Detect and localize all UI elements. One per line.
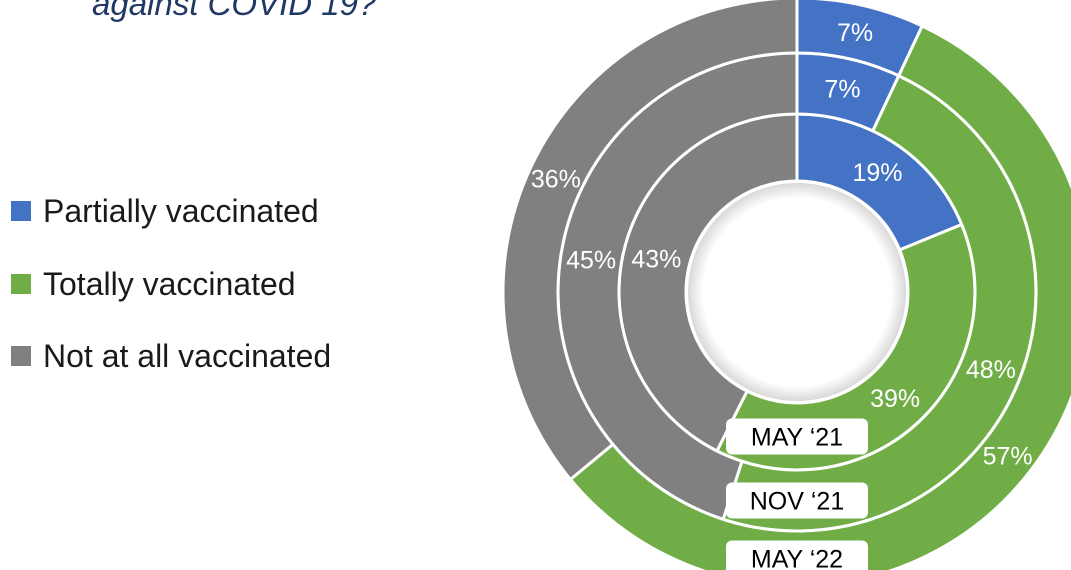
legend-label-not-at-all-vaccinated: Not at all vaccinated (43, 337, 332, 374)
ring-tag-box-inner (726, 418, 868, 455)
ring-tag-box-middle (726, 482, 868, 519)
data-label-outer-totally-vaccinated: 57% (983, 442, 1033, 470)
slice-outer-totally-vaccinated (568, 24, 1071, 570)
legend: Partially vaccinated Totally vaccinated … (0, 0, 331, 374)
data-label-middle-not-at-all-vaccinated: 45% (566, 246, 616, 274)
legend-label-partially-vaccinated: Partially vaccinated (43, 192, 319, 229)
data-label-outer-not-at-all-vaccinated: 36% (531, 166, 581, 194)
ring-tag-middle: NOV ‘21 (750, 488, 844, 516)
data-label-inner-totally-vaccinated: 39% (870, 385, 920, 413)
chart-title: against COVID 19? (92, 0, 377, 22)
ring-tag-box-outer (726, 540, 868, 570)
ring-tag-inner: MAY ‘21 (751, 424, 843, 452)
legend-swatch-not-at-all-vaccinated (11, 346, 31, 366)
legend-label-totally-vaccinated: Totally vaccinated (43, 265, 296, 302)
legend-item-partially-vaccinated: Partially vaccinated (11, 191, 319, 231)
legend-swatch-partially-vaccinated (11, 201, 31, 221)
donut-hole (688, 183, 906, 401)
legend-item-not-at-all-vaccinated: Not at all vaccinated (11, 336, 331, 376)
data-label-middle-totally-vaccinated: 48% (966, 356, 1016, 384)
data-label-inner-not-at-all-vaccinated: 43% (631, 246, 681, 274)
slice-outer-not-at-all-vaccinated (501, 0, 799, 481)
ring-tag-outer: MAY ‘22 (751, 546, 843, 570)
data-label-middle-partially-vaccinated: 7% (824, 76, 860, 104)
data-label-outer-partially-vaccinated: 7% (837, 19, 873, 47)
legend-swatch-totally-vaccinated (11, 274, 31, 294)
data-label-inner-partially-vaccinated: 19% (852, 159, 902, 187)
legend-item-totally-vaccinated: Totally vaccinated (11, 264, 296, 304)
